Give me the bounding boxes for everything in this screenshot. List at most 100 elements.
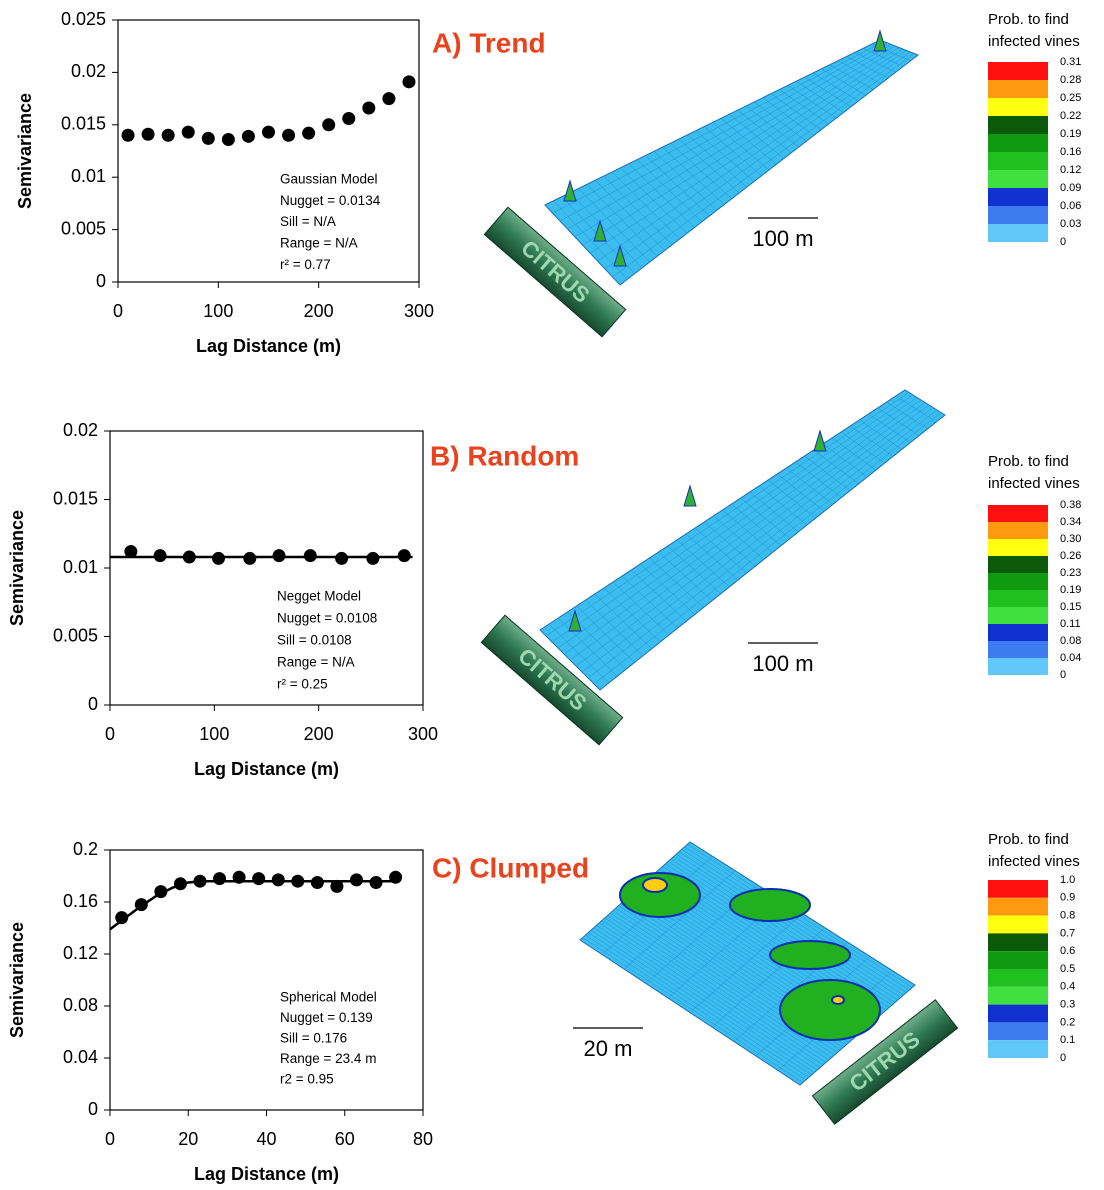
- x-axis-label: Lag Distance (m): [196, 336, 341, 356]
- color-band: [988, 522, 1048, 539]
- x-tick-label: 300: [404, 301, 434, 321]
- map-peak: [563, 179, 577, 202]
- model-annotation: Range = N/A: [277, 655, 355, 670]
- map-grid: [551, 394, 914, 643]
- map-grid: [597, 50, 907, 262]
- scale-label: 20 m: [584, 1036, 633, 1061]
- x-tick-label: 0: [105, 1129, 115, 1149]
- y-tick-label: 0.16: [63, 891, 98, 911]
- color-band: [988, 933, 1048, 952]
- model-annotation: Range = 23.4 m: [280, 1051, 376, 1066]
- map-grid: [589, 48, 903, 254]
- model-annotation: Negget Model: [277, 589, 361, 604]
- x-tick-label: 200: [304, 724, 334, 744]
- map-peak: [873, 29, 887, 52]
- data-point: [366, 551, 380, 565]
- map-peak: [613, 244, 627, 267]
- legend-title: infected vines: [988, 33, 1080, 50]
- legend-tick-label: 0.12: [1060, 164, 1081, 176]
- color-band: [988, 134, 1048, 152]
- legend-tick-label: 0.2: [1060, 1016, 1075, 1028]
- panel-title: B) Random: [430, 440, 579, 471]
- legend-tick-label: 0.11: [1060, 618, 1081, 630]
- legend-tick-label: 0.8: [1060, 910, 1075, 922]
- color-band: [988, 986, 1048, 1005]
- data-point: [271, 873, 285, 887]
- plot-frame: [109, 430, 424, 706]
- data-point: [161, 128, 175, 142]
- data-point: [310, 876, 324, 889]
- x-tick-label: 20: [178, 1129, 198, 1149]
- color-band: [988, 556, 1048, 573]
- legend-tick-label: 0.7: [1060, 927, 1075, 939]
- legend-tick-label: 0.28: [1060, 74, 1081, 86]
- map-peak: [568, 609, 582, 632]
- color-band: [988, 573, 1048, 590]
- model-annotation: Sill = 0.0108: [277, 633, 352, 648]
- color-band: [988, 539, 1048, 556]
- map-hotspot: [642, 877, 668, 893]
- data-point: [402, 75, 416, 89]
- data-point: [382, 92, 396, 106]
- map-grid: [569, 402, 926, 661]
- map-grid: [612, 53, 915, 278]
- field-map: [544, 39, 920, 286]
- legend-tick-label: 0.23: [1060, 567, 1081, 579]
- legend-tick-label: 0.19: [1060, 128, 1081, 140]
- data-point: [153, 549, 167, 563]
- data-point: [141, 127, 155, 141]
- map-grid: [559, 42, 888, 222]
- x-tick-label: 300: [408, 724, 438, 744]
- y-tick-label: 0: [88, 1099, 98, 1119]
- y-axis-label: Semivariance: [7, 510, 27, 626]
- legend-tick-label: 0.22: [1060, 110, 1081, 122]
- panel-title: C) Clumped: [432, 852, 589, 883]
- map-grid: [582, 47, 900, 246]
- map-hotspot: [619, 872, 701, 918]
- model-annotation: Range = N/A: [280, 235, 358, 250]
- sign-board: [811, 999, 959, 1125]
- legend-tick-label: 0.30: [1060, 533, 1081, 545]
- model-annotation: r² = 0.25: [277, 677, 328, 692]
- legend-tick-label: 0: [1060, 1052, 1066, 1064]
- color-band: [988, 62, 1048, 80]
- y-tick-label: 0.02: [63, 420, 98, 440]
- model-annotation: Nugget = 0.139: [280, 1010, 373, 1025]
- data-point: [322, 118, 336, 132]
- map-hotspot: [729, 888, 811, 922]
- map-grid: [567, 44, 892, 230]
- legend-tick-label: 0.4: [1060, 981, 1075, 993]
- x-tick-label: 60: [335, 1129, 355, 1149]
- data-point: [241, 129, 255, 143]
- color-band: [988, 152, 1048, 170]
- map-grid: [575, 404, 930, 667]
- data-point: [134, 898, 148, 912]
- data-point: [115, 911, 129, 925]
- field-map: [539, 389, 946, 691]
- color-band: [988, 658, 1048, 675]
- y-axis-label: Semivariance: [15, 93, 35, 209]
- data-point: [124, 545, 138, 559]
- data-point: [291, 874, 305, 888]
- data-point: [121, 128, 135, 142]
- scale-label: 100 m: [752, 651, 813, 676]
- y-tick-label: 0.015: [61, 114, 106, 134]
- model-annotation: r2 = 0.95: [280, 1072, 334, 1087]
- x-tick-label: 200: [304, 301, 334, 321]
- color-band: [988, 951, 1048, 969]
- map-grid: [593, 412, 942, 685]
- data-point: [369, 876, 383, 889]
- color-band: [988, 915, 1048, 934]
- legend-tick-label: 0.6: [1060, 945, 1075, 957]
- model-annotation: Spherical Model: [280, 990, 377, 1005]
- y-tick-label: 0.2: [73, 839, 98, 859]
- map-peak: [813, 429, 827, 452]
- model-annotation: r² = 0.77: [280, 257, 331, 272]
- color-band: [988, 188, 1048, 206]
- model-annotation: Sill = 0.176: [280, 1031, 347, 1046]
- color-band: [988, 116, 1048, 134]
- legend-tick-label: 0.15: [1060, 601, 1081, 613]
- map-hotspot: [831, 995, 845, 1005]
- map-grid: [581, 407, 934, 673]
- color-band: [988, 897, 1048, 916]
